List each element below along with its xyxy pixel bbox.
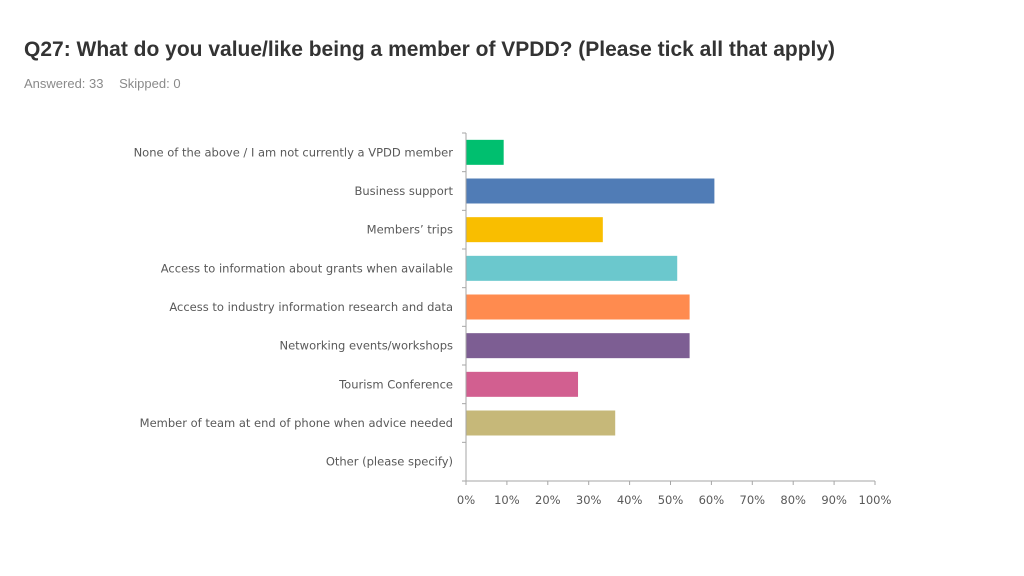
response-summary: Answered: 33 Skipped: 0	[24, 76, 193, 91]
skipped-count: Skipped: 0	[119, 76, 181, 91]
question-title: Q27: What do you value/like being a memb…	[24, 38, 836, 61]
category-label: None of the above / I am not currently a…	[134, 145, 454, 159]
category-label: Members’ trips	[367, 223, 453, 237]
bar-3	[466, 255, 678, 281]
x-tick-label: 20%	[535, 493, 561, 507]
x-tick-label: 60%	[699, 493, 725, 507]
x-tick-label: 80%	[780, 493, 806, 507]
category-label: Other (please specify)	[326, 455, 453, 469]
x-tick-label: 50%	[658, 493, 684, 507]
category-labels: None of the above / I am not currently a…	[134, 145, 454, 468]
bar-6	[466, 371, 579, 397]
bar-1	[466, 178, 715, 204]
x-tick-label: 0%	[457, 493, 475, 507]
category-label: Access to industry information research …	[169, 300, 453, 314]
bar-4	[466, 294, 690, 320]
chart-axes	[462, 132, 876, 485]
x-tick-label: 70%	[740, 493, 766, 507]
category-label: Networking events/workshops	[279, 339, 453, 353]
x-tick-labels: 0% 10% 20% 30% 40% 50% 60% 70% 80% 90% 100%	[457, 493, 892, 507]
category-label: Business support	[354, 184, 453, 198]
bar-5	[466, 333, 690, 359]
bar-2	[466, 217, 603, 243]
x-tick-label: 90%	[821, 493, 847, 507]
category-label: Member of team at end of phone when advi…	[140, 416, 453, 430]
x-tick-label: 100%	[859, 493, 892, 507]
bar-0	[466, 139, 504, 165]
chart-bars	[466, 139, 715, 436]
answered-count: Answered: 33	[24, 76, 104, 91]
category-label: Tourism Conference	[338, 377, 453, 391]
x-tick-label: 10%	[494, 493, 520, 507]
bar-7	[466, 410, 616, 436]
x-tick-label: 40%	[617, 493, 643, 507]
x-tick-label: 30%	[576, 493, 602, 507]
category-label: Access to information about grants when …	[161, 261, 453, 275]
